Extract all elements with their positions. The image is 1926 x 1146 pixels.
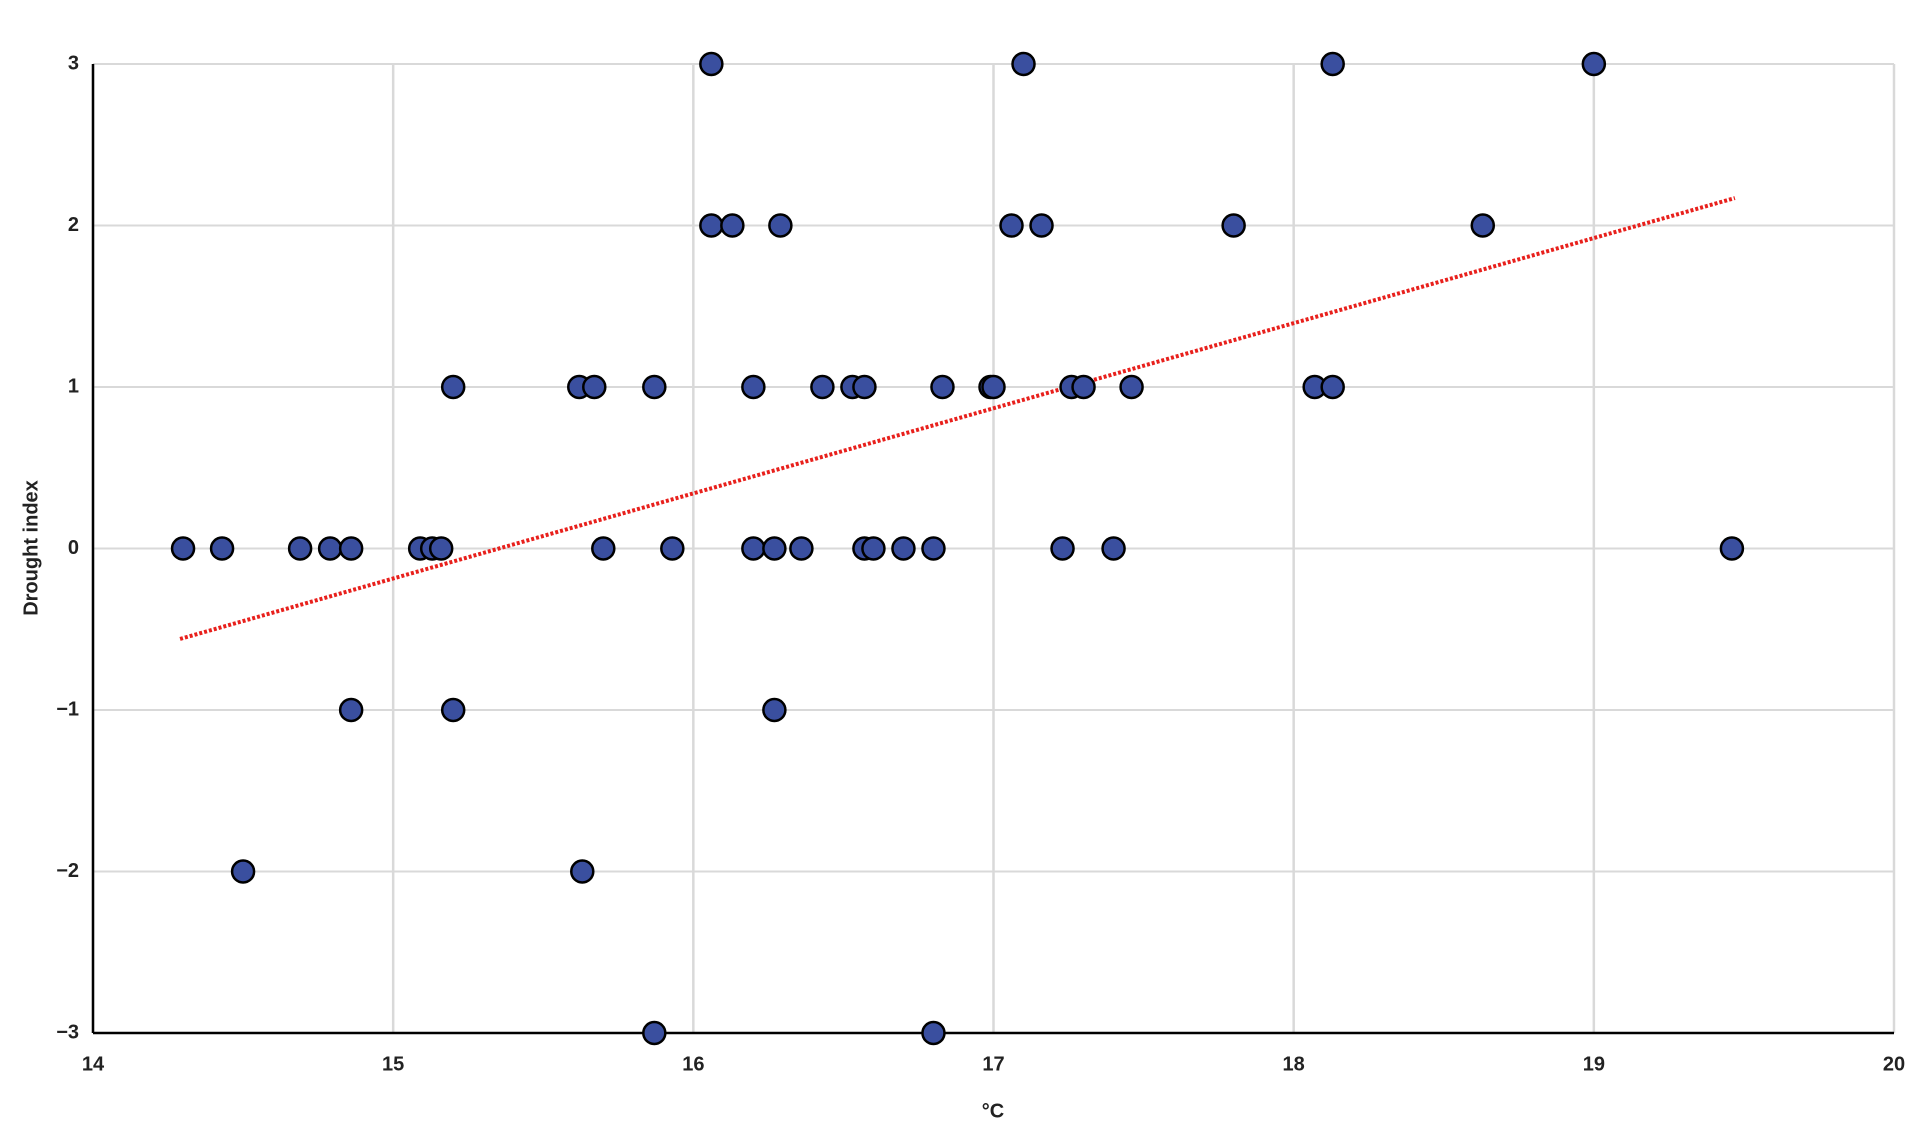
x-tick-label: 15: [382, 1053, 404, 1075]
x-tick-label: 16: [682, 1053, 704, 1075]
point: [1101, 536, 1126, 561]
point: [981, 374, 1006, 400]
point: [720, 213, 745, 238]
point: [741, 536, 766, 561]
point: [1011, 51, 1036, 77]
point: [582, 374, 607, 400]
y-tick-label: −3: [56, 1021, 79, 1043]
y-tick-label: −1: [56, 698, 79, 720]
point: [1119, 374, 1144, 400]
point: [762, 536, 787, 561]
point: [1071, 374, 1096, 400]
point: [170, 536, 196, 561]
point: [810, 374, 835, 400]
x-tick-label: 17: [982, 1053, 1004, 1075]
point: [852, 374, 877, 400]
point: [440, 697, 466, 723]
point: [230, 859, 256, 884]
point: [999, 213, 1024, 238]
trend-line: [179, 196, 1736, 641]
point: [642, 374, 667, 400]
point: [699, 213, 724, 238]
x-tick-label: 18: [1283, 1053, 1305, 1075]
point: [428, 536, 454, 561]
point: [762, 697, 787, 723]
point: [891, 536, 916, 561]
point: [591, 536, 616, 561]
point: [699, 51, 724, 77]
point: [1221, 213, 1246, 238]
x-tick-label: 20: [1883, 1053, 1905, 1075]
point: [1320, 374, 1345, 400]
y-tick-label: 0: [68, 537, 79, 559]
y-tick-label: 2: [68, 214, 79, 236]
point: [338, 536, 364, 561]
x-tick-label: 14: [82, 1053, 105, 1075]
point: [741, 374, 766, 400]
y-axis-label: Drought index: [20, 480, 42, 616]
point: [440, 374, 466, 400]
x-axis-label: °C: [982, 1100, 1004, 1122]
point: [1470, 213, 1496, 238]
point: [660, 536, 685, 561]
point: [789, 536, 814, 561]
point: [930, 374, 955, 400]
y-tick-label: −2: [56, 860, 79, 882]
point: [1029, 213, 1054, 238]
x-tick-label: 19: [1583, 1053, 1605, 1075]
point: [209, 536, 235, 561]
point: [642, 1020, 667, 1046]
point: [861, 536, 886, 561]
point: [317, 536, 343, 561]
point: [921, 1020, 946, 1046]
point: [1320, 51, 1345, 77]
point: [921, 536, 946, 561]
point: [1719, 536, 1745, 561]
point: [338, 697, 364, 723]
point: [1581, 51, 1607, 77]
point: [570, 859, 595, 884]
y-tick-label: 3: [68, 52, 79, 74]
point: [287, 536, 313, 561]
point: [768, 213, 793, 238]
point: [1050, 536, 1075, 561]
y-tick-label: 1: [68, 375, 79, 397]
